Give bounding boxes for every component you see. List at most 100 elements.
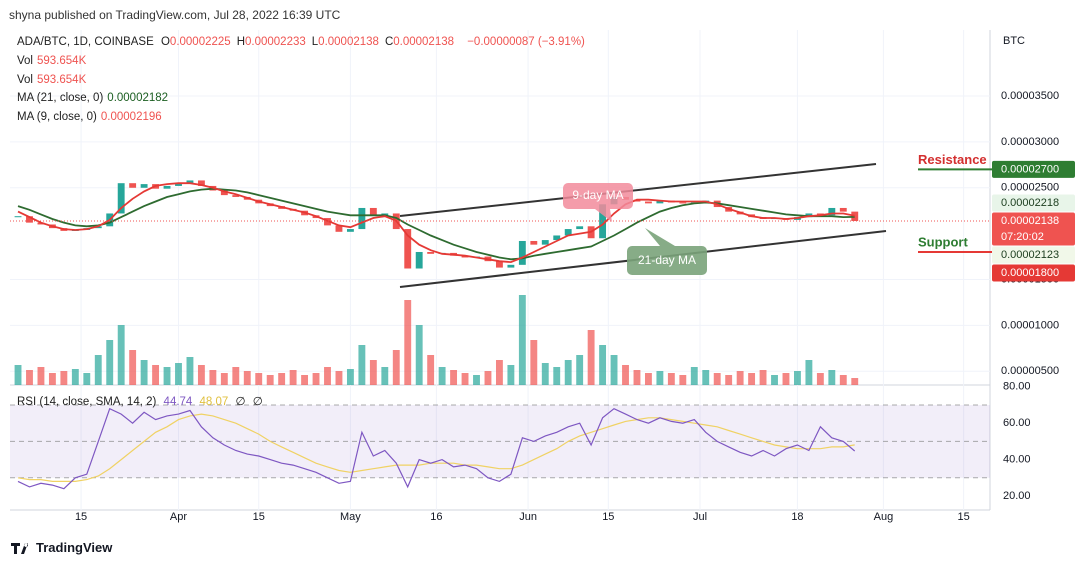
legend-row: MA (21, close, 0) 0.00002182 — [17, 92, 172, 104]
symbol-legend: ADA/BTC, 1D, COINBASE O0.00002225 H0.0000… — [17, 36, 589, 48]
x-tick-label: 16 — [430, 511, 442, 523]
rsi-sma-value: 48.07 — [199, 396, 229, 408]
x-tick-label: 15 — [253, 511, 265, 523]
volume-bar — [197, 365, 205, 385]
rsi-tick-label: 80.00 — [1003, 381, 1031, 393]
ma-line — [17, 182, 855, 264]
price-badge-label: 0.00001800 — [1001, 267, 1059, 279]
drawings: 9-day MA 21-day MA Resistance Support — [399, 152, 992, 288]
volume-bar — [358, 345, 366, 385]
footer: TradingView — [10, 540, 112, 555]
candle-body — [530, 240, 538, 245]
ohlc-value: 0.00002138 — [318, 36, 379, 48]
candle-body — [518, 240, 526, 265]
x-tick-label: May — [340, 511, 361, 523]
volume-bar — [335, 371, 343, 385]
axes: 15 Apr 15 May 16 Jun 15 Jul 18 Aug 15 0.00003500 0.0… — [75, 90, 1075, 523]
candle-body — [839, 207, 847, 212]
volume-bar — [679, 375, 687, 385]
candle-body — [656, 200, 664, 204]
volume-bar — [346, 369, 354, 385]
candle-body — [415, 251, 423, 269]
volume-bar — [656, 371, 664, 385]
volume-bar — [816, 373, 824, 385]
legend-name: Vol — [17, 55, 33, 67]
candle-body — [404, 229, 412, 269]
grid — [10, 30, 990, 510]
ohlc-key: O — [160, 36, 170, 48]
volume-bar — [667, 373, 675, 385]
volume-bar — [37, 367, 45, 385]
legend-name: Vol — [17, 73, 33, 86]
volume-bar — [805, 360, 813, 385]
volume-bar — [427, 355, 435, 385]
volume-bar — [713, 373, 721, 385]
x-tick-label: 18 — [791, 511, 803, 523]
volume-bar — [94, 355, 102, 385]
rsi-value: 44.74 — [163, 396, 193, 408]
volume-bar — [71, 369, 79, 385]
candle-body — [197, 180, 205, 186]
price-badge — [992, 264, 1075, 282]
rsi — [10, 404, 990, 490]
price-badge-label: 0.00002218 — [1001, 197, 1059, 209]
volume-bar — [209, 370, 217, 385]
volume-bar — [438, 367, 446, 385]
volume-bar — [484, 371, 492, 385]
volume-bar — [232, 367, 240, 385]
x-tick-label: Jul — [693, 511, 707, 523]
volume-bar — [129, 350, 137, 385]
volume-bar — [152, 365, 160, 385]
candle-body — [851, 211, 859, 221]
logo — [11, 542, 29, 554]
candle-body — [186, 180, 194, 184]
x-tick-label: 15 — [75, 511, 87, 523]
volume — [14, 295, 859, 385]
rsi-line — [17, 413, 855, 482]
volume-bar — [381, 367, 389, 385]
volume-bar — [117, 325, 125, 385]
candle-body — [599, 204, 607, 239]
ohlc-value: 0.00002138 — [393, 36, 455, 48]
volume-bar — [175, 363, 182, 385]
volume-bar — [541, 363, 549, 385]
candle-body — [163, 185, 171, 189]
volume-bar — [266, 375, 274, 385]
candle-body — [381, 213, 389, 216]
candle-body — [495, 261, 503, 268]
volume-bar — [312, 373, 320, 385]
volume-bar — [473, 375, 480, 385]
rsi-lower: ∅ — [252, 396, 263, 408]
price-badge — [992, 212, 1075, 246]
rsi-tick-label: 40.00 — [1003, 454, 1031, 466]
volume-bar — [794, 371, 801, 385]
price-badge — [992, 246, 1075, 264]
ma21-callout-text: 21-day MA — [638, 253, 696, 267]
legend-row: Vol 593.654K — [17, 74, 90, 86]
candle-body — [14, 216, 22, 218]
candle-body — [26, 216, 33, 223]
legend-name: MA (9, close, 0) — [17, 110, 97, 123]
volume-bar — [255, 373, 263, 385]
candle-body — [541, 240, 549, 245]
volume-bar — [301, 375, 309, 385]
volume-bar — [644, 373, 652, 385]
volume-bar — [576, 355, 584, 385]
publisher: shyna published on TradingView.com, Jul … — [9, 8, 341, 22]
volume-bar — [690, 367, 698, 385]
volume-bar — [48, 373, 56, 385]
price-badge-label: 0.00002700 — [1001, 163, 1059, 175]
candle-body — [175, 183, 182, 186]
x-tick-label: 15 — [958, 511, 970, 523]
level-label: Resistance — [918, 152, 987, 167]
candle-body — [129, 183, 137, 188]
level-label: Support — [918, 234, 968, 249]
volume-bar — [14, 365, 22, 385]
candle-body — [232, 195, 240, 197]
brand: TradingView — [36, 540, 113, 555]
symbol: ADA/BTC, 1D, COINBASE — [17, 36, 154, 48]
ohlc-key: C — [384, 36, 394, 48]
candle-body — [346, 229, 354, 232]
ohlc-key: L — [311, 36, 319, 48]
candle-body — [816, 213, 824, 216]
